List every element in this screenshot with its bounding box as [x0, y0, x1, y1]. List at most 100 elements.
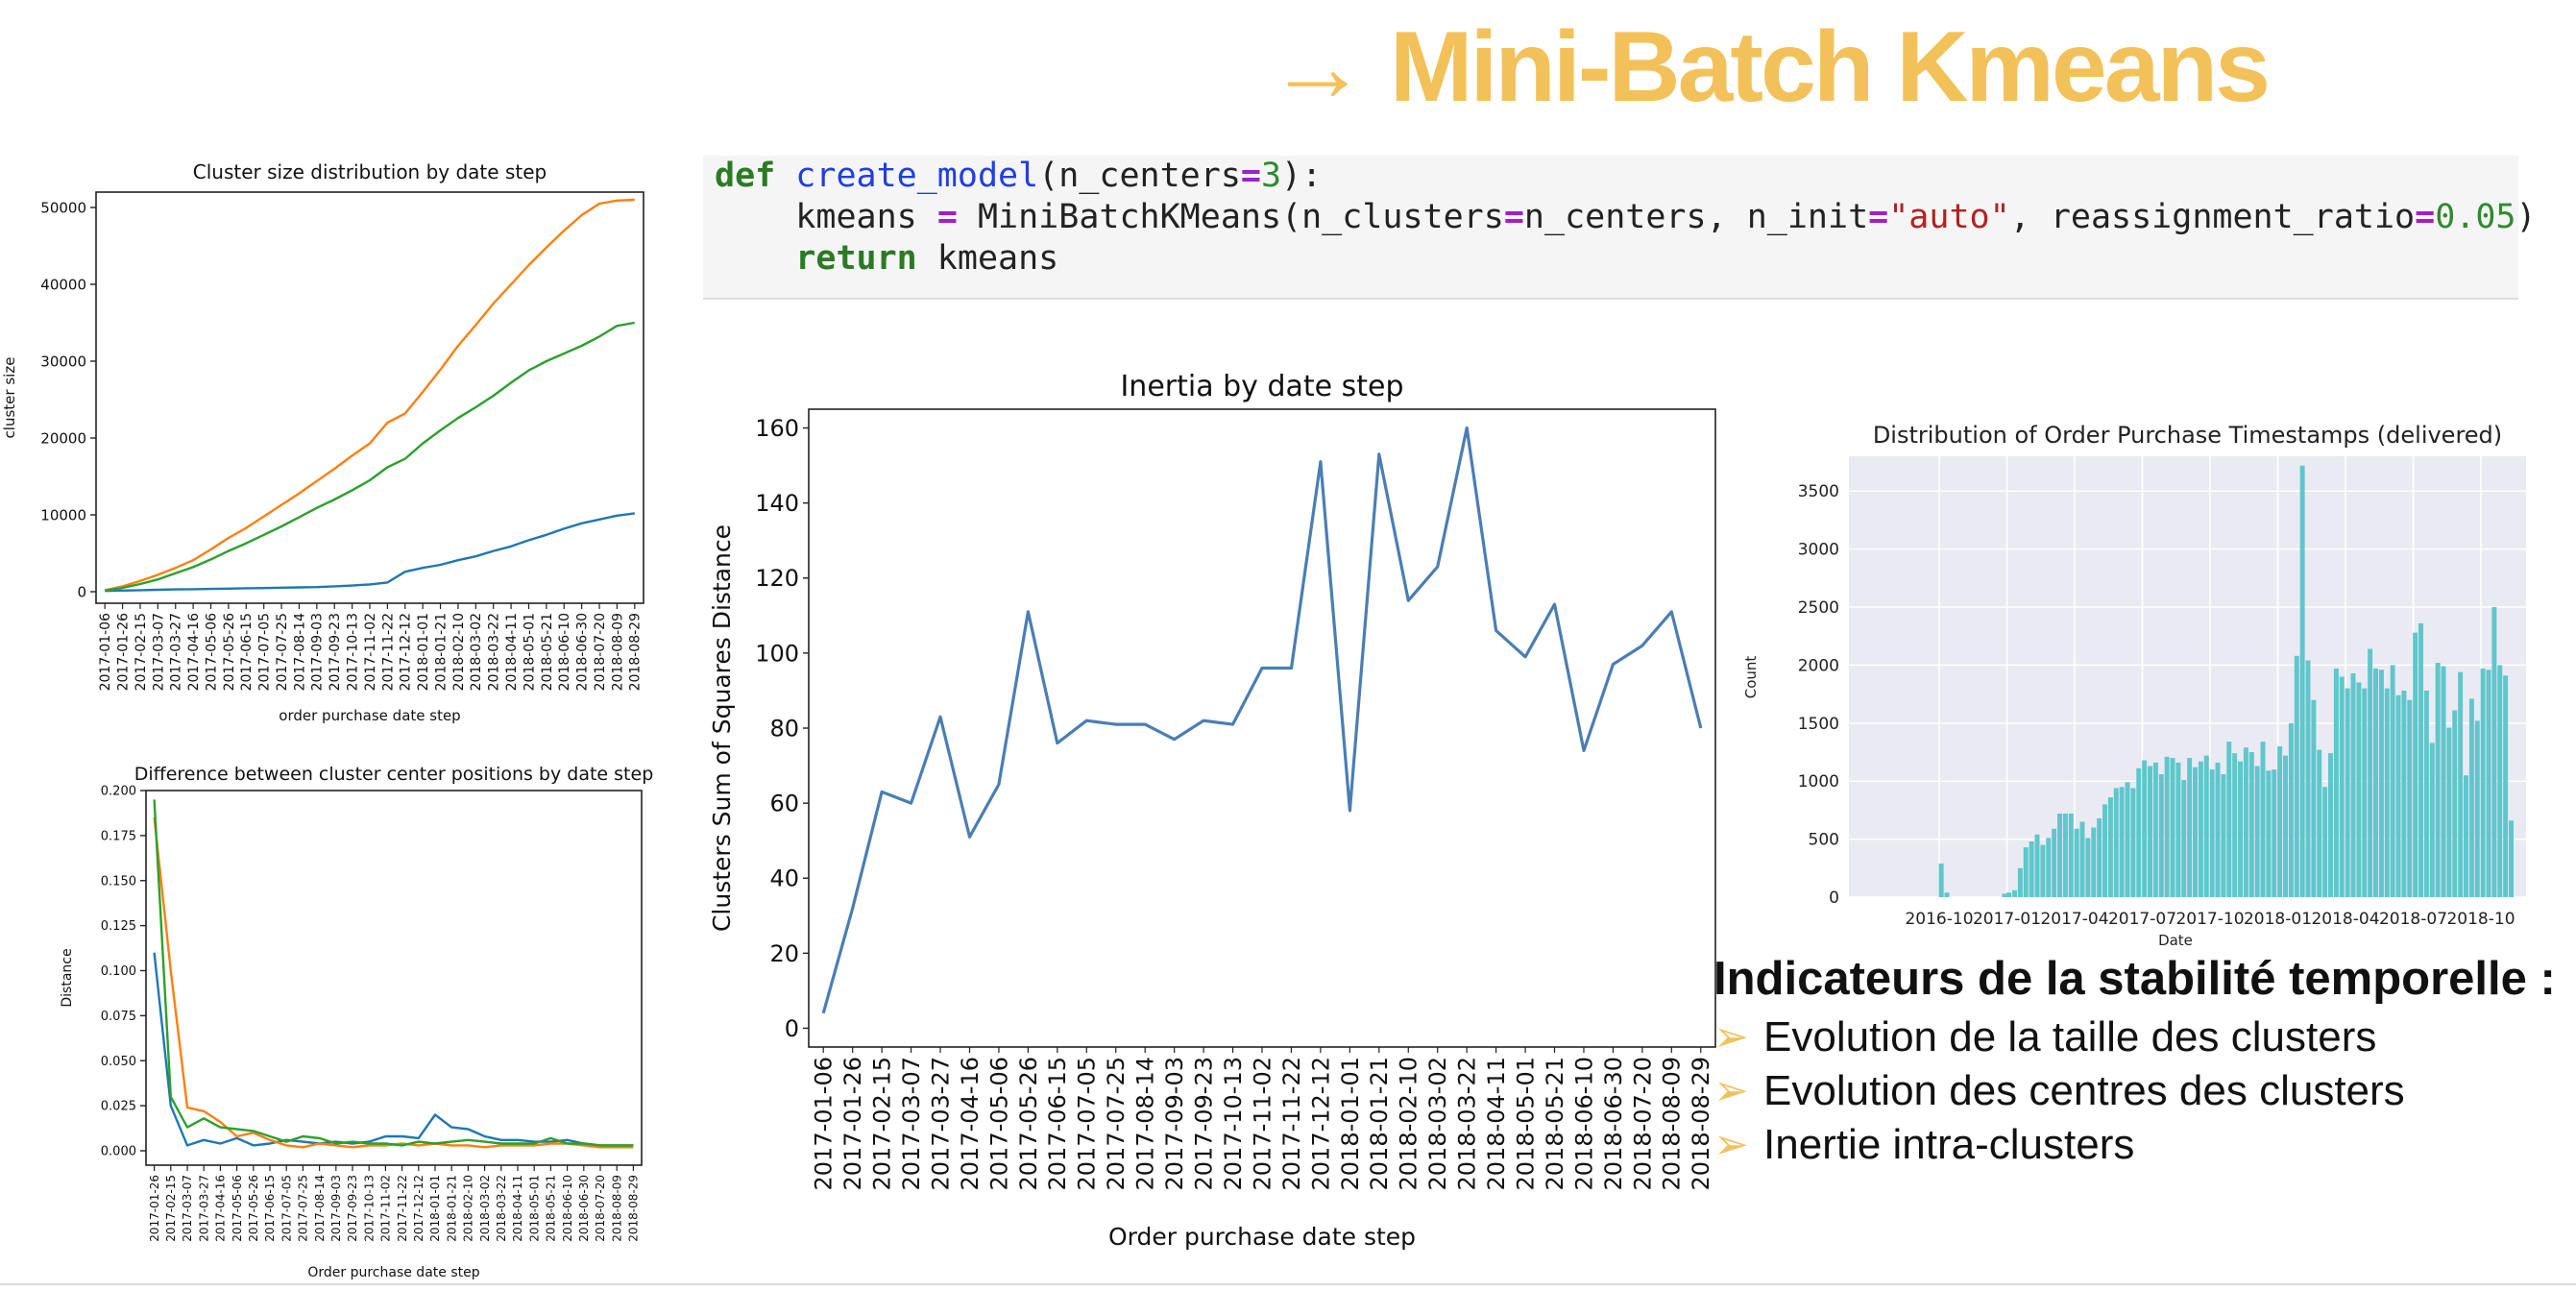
x-tick-label: 2018-06-30	[575, 613, 591, 691]
x-tick-label: 2017-09-03	[1161, 1057, 1188, 1190]
histogram-bar	[2339, 676, 2345, 897]
y-tick-label: 500	[1809, 831, 1839, 850]
x-tick-label: 2017-06-15	[263, 1175, 277, 1242]
arrow-bullet-icon: ➢	[1713, 1121, 1749, 1168]
y-tick-label: 0.000	[101, 1145, 136, 1159]
histogram-bar	[2232, 753, 2238, 897]
indicator-item: ➢ Evolution de la taille des clusters	[1713, 1011, 2559, 1064]
y-tick-label: 30000	[40, 353, 86, 370]
x-tick-label: 2017-09-03	[329, 1175, 343, 1242]
x-tick-label: 2017-11-02	[379, 1175, 393, 1242]
histogram-bar	[2254, 766, 2260, 897]
x-tick-label: 2018-03-02	[469, 613, 484, 691]
x-tick-label: 2017-04	[2040, 910, 2108, 929]
histogram-bar	[2068, 814, 2074, 897]
histogram-bar	[2474, 720, 2480, 897]
x-tick-label: 2017-07-25	[275, 613, 290, 691]
y-tick-label: 0.150	[101, 874, 136, 889]
histogram-bar	[2509, 820, 2514, 897]
histogram-bar	[2390, 665, 2395, 897]
x-axis-label: Order purchase date step	[1108, 1223, 1416, 1251]
x-tick-label: 2018-06-10	[561, 1175, 574, 1242]
histogram-bar	[2142, 760, 2148, 897]
timestamps-histogram: Distribution of Order Purchase Timestamp…	[1742, 422, 2526, 949]
histogram-bar	[2395, 694, 2401, 897]
x-tick-label: 2018-08-29	[628, 613, 644, 691]
x-tick-label: 2018-03-22	[495, 1175, 508, 1242]
y-tick-label: 10000	[40, 506, 86, 524]
x-tick-label: 2018-02-10	[451, 613, 467, 691]
x-tick-label: 2017-08-14	[313, 1175, 327, 1242]
x-tick-label: 2017-03-27	[197, 1175, 210, 1242]
x-tick-label: 2018-03-02	[478, 1175, 492, 1242]
x-tick-label: 2017-11-22	[380, 613, 396, 691]
x-tick-label: 2017-11-22	[1278, 1057, 1305, 1190]
histogram-bar	[2079, 821, 2085, 897]
histogram-bar	[2486, 670, 2491, 897]
x-tick-label: 2017-02-15	[134, 613, 149, 691]
x-tick-label: 2017-08-14	[1132, 1057, 1159, 1190]
x-tick-label: 2017-07-05	[1074, 1057, 1101, 1190]
code-block: def create_model(n_centers=3): kmeans = …	[703, 156, 2537, 300]
x-tick-label: 2018-05-21	[1542, 1057, 1568, 1190]
x-tick-label: 2017-04-16	[214, 1175, 228, 1242]
indicator-item: ➢ Evolution des centres des clusters	[1713, 1064, 2559, 1118]
histogram-bar	[2458, 671, 2464, 897]
x-tick-label: 2018-06-30	[577, 1175, 591, 1242]
histogram-bar	[2148, 766, 2152, 897]
x-tick-label: 2017-10	[2175, 910, 2244, 929]
y-tick-label: 0.125	[101, 919, 136, 934]
y-tick-label: 0.075	[101, 1010, 136, 1024]
x-tick-label: 2018-10	[2446, 910, 2515, 929]
x-tick-label: 2017-01-06	[811, 1057, 838, 1190]
x-tick-label: 2018-04	[2311, 910, 2379, 929]
inertia-chart: Inertia by date step 0 20 40 60 80 100 120 140 16…	[708, 370, 1716, 1251]
x-tick-label: 2018-03-02	[1424, 1057, 1451, 1190]
histogram-bar	[1944, 892, 1950, 897]
series-line-2	[153, 816, 634, 1149]
x-tick-label: 2017-05-26	[222, 613, 237, 691]
histogram-bar	[2356, 682, 2362, 897]
histogram-bar	[2288, 722, 2294, 897]
series-line-1	[153, 952, 634, 1147]
y-tick-label: 0	[77, 583, 86, 600]
series-line-3	[153, 799, 634, 1147]
histogram-bar	[2401, 691, 2407, 897]
histogram-bar	[2283, 755, 2288, 897]
histogram-bar	[2091, 827, 2097, 897]
indicator-item: ➢ Inertie intra-clusters	[1713, 1118, 2559, 1172]
x-tick-label: 2017-07	[2108, 910, 2176, 929]
y-tick-label: 50000	[40, 199, 86, 216]
histogram-bar	[2299, 465, 2305, 897]
arrow-bullet-icon: ➢	[1713, 1013, 1749, 1060]
x-tick-label: 2017-06-15	[239, 613, 255, 691]
histogram-bar	[2198, 761, 2203, 897]
histogram-bar	[2373, 669, 2378, 897]
histogram-bar	[2029, 841, 2034, 897]
y-tick-label: 60	[769, 791, 799, 817]
x-tick-label: 2017-01-26	[115, 613, 131, 691]
histogram-bar	[1938, 864, 1944, 897]
x-axis-label: Order purchase date step	[307, 1265, 479, 1280]
series-line-2	[104, 198, 635, 592]
x-tick-label: 2017-12-12	[412, 1175, 425, 1242]
slide-title: → Mini-Batch Kmeans	[1268, 12, 2271, 123]
x-tick-label: 2018-01-21	[1366, 1057, 1393, 1190]
x-tick-label: 2017-05-06	[985, 1057, 1012, 1190]
histogram-bar	[2102, 804, 2107, 897]
histogram-bar	[2413, 632, 2418, 897]
x-tick-label: 2017-05-26	[1015, 1057, 1042, 1190]
x-tick-label: 2016-10	[1905, 910, 1973, 929]
y-tick-label: 160	[755, 415, 799, 442]
x-tick-label: 2018-04-11	[511, 1175, 524, 1242]
y-tick-label: 40000	[40, 276, 86, 293]
x-tick-label: 2017-09-23	[1190, 1057, 1217, 1190]
x-tick-label: 2018-07-20	[593, 613, 608, 691]
x-tick-label: 2018-01-21	[445, 1175, 458, 1242]
x-tick-label: 2017-07-25	[1103, 1057, 1130, 1190]
x-tick-label: 2018-02-10	[1396, 1057, 1422, 1190]
y-tick-label: 0.100	[101, 964, 136, 979]
x-tick-label: 2017-03-27	[169, 613, 184, 691]
x-tick-label: 2018-01-21	[433, 613, 449, 691]
histogram-bar	[2002, 893, 2007, 897]
